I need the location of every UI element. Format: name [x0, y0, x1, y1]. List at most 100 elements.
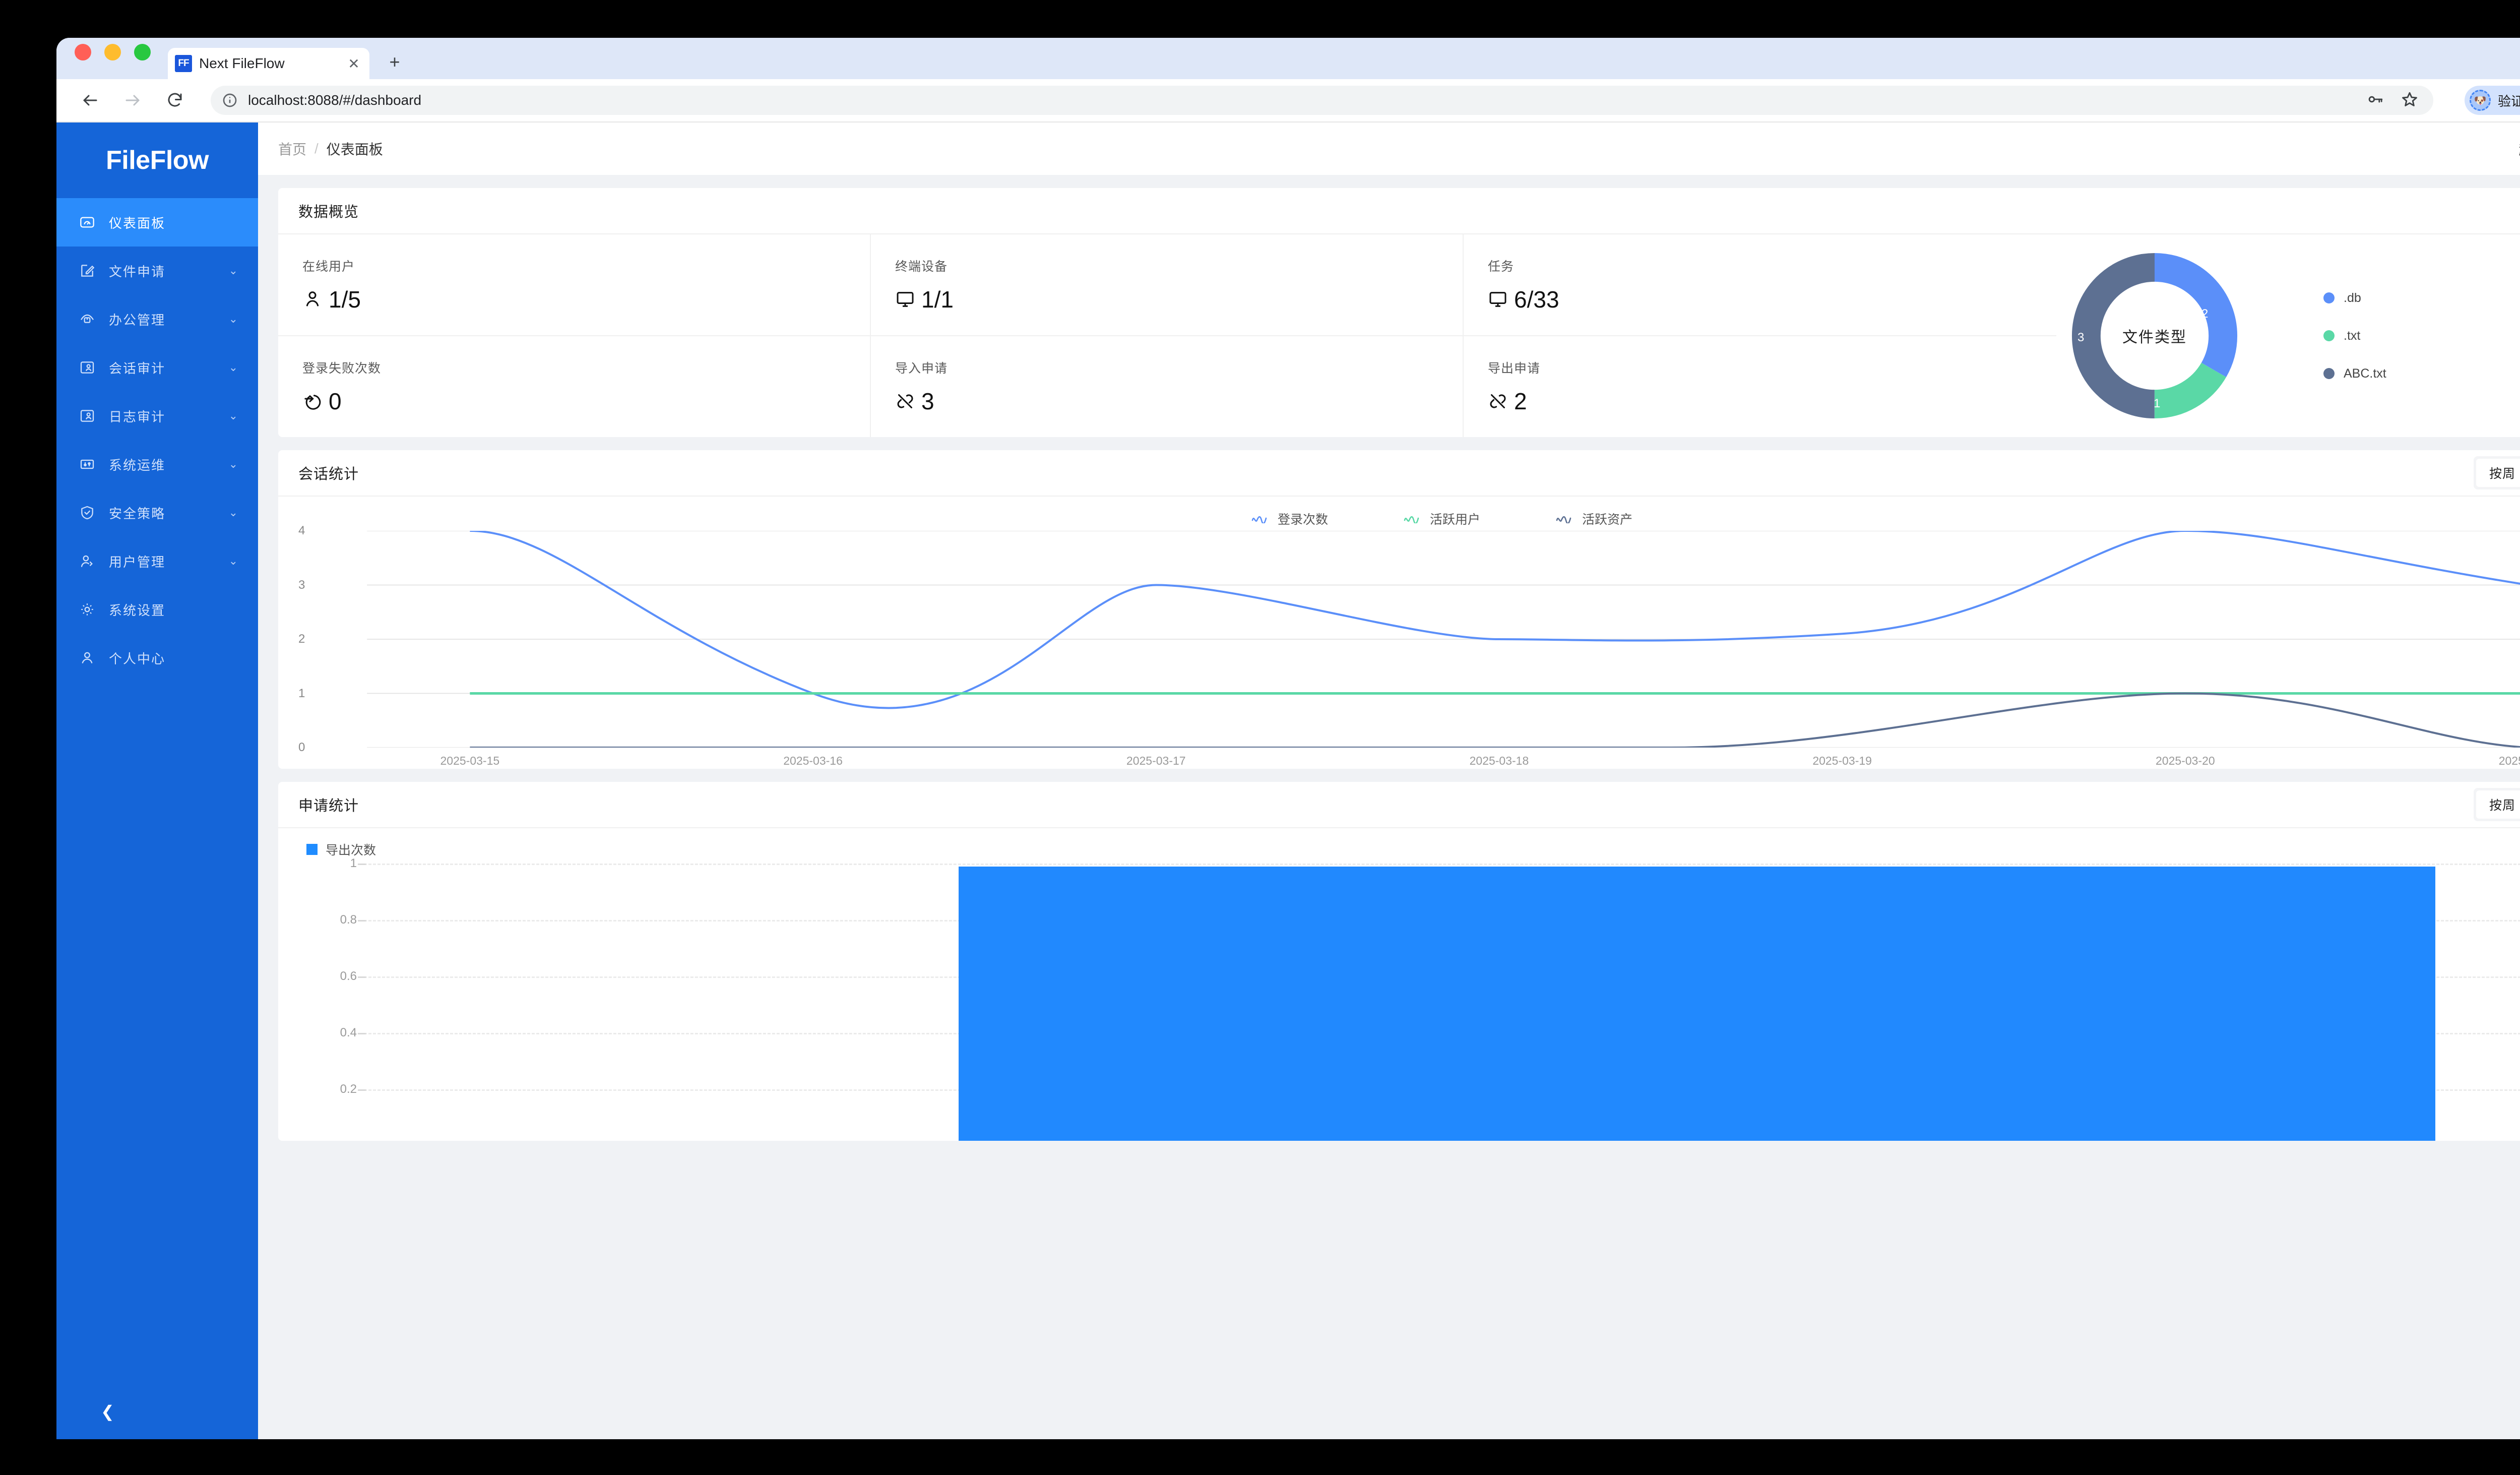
- stat-online-users: 在线用户 1/5: [278, 234, 871, 336]
- legend-item[interactable]: .db: [2323, 291, 2386, 305]
- legend-item-login-count[interactable]: 登录次数: [1251, 510, 1328, 528]
- overview-header: 数据概览: [278, 188, 2520, 234]
- sidebar-item-file-request[interactable]: 文件申请 ⌄: [56, 247, 258, 295]
- stat-value: 1/5: [329, 286, 361, 313]
- address-bar[interactable]: localhost:8088/#/dashboard: [211, 86, 2433, 115]
- chevron-down-icon: ⌄: [228, 264, 238, 277]
- breadcrumb-home[interactable]: 首页: [278, 142, 307, 157]
- tab-by-week[interactable]: 按周: [2476, 459, 2520, 487]
- donut-slice-label-db: 2: [2201, 307, 2209, 321]
- tab-strip: FF Next FileFlow ✕ + ⌄: [56, 38, 2520, 79]
- legend-swatch-abc: [2323, 368, 2335, 379]
- log-audit-icon: [79, 407, 96, 424]
- user-menu-label: 超级管理员: [2519, 139, 2520, 159]
- file-type-donut-chart: 文件类型 2 1 3 .db: [2056, 234, 2520, 437]
- stat-value: 1/1: [921, 286, 954, 313]
- back-arrow-icon[interactable]: [79, 89, 102, 112]
- stat-grid: 在线用户 1/5 终端设备 1/1: [278, 234, 2056, 437]
- close-icon[interactable]: ✕: [348, 55, 360, 72]
- sidebar-item-system-ops[interactable]: 系统运维 ⌄: [56, 440, 258, 488]
- legend-swatch-txt: [2323, 330, 2335, 341]
- profile-label: 验证身份: [2497, 93, 2520, 109]
- donut-slice-label-txt: 1: [2154, 397, 2161, 410]
- stat-value-wrap: 0: [302, 388, 870, 415]
- legend-item-active-assets[interactable]: 活跃资产: [1556, 510, 1632, 528]
- stat-value: 3: [921, 388, 934, 414]
- close-window-button[interactable]: [75, 43, 91, 60]
- sidebar-item-user-management[interactable]: 用户管理 ⌄: [56, 537, 258, 585]
- shield-check-icon: [79, 504, 96, 521]
- legend-label: ABC.txt: [2344, 366, 2386, 381]
- x-axis-tick: 2025-03-20: [2156, 754, 2215, 767]
- main-content: 首页 / 仪表面板 超级管理员 ⌄ 数据概览: [258, 122, 2520, 1439]
- dashboard-icon: [79, 214, 96, 231]
- legend-item[interactable]: .txt: [2323, 329, 2386, 343]
- stat-tasks: 任务 6/33: [1464, 234, 2056, 336]
- sidebar-item-profile-center[interactable]: 个人中心: [56, 634, 258, 682]
- donut: 文件类型 2 1 3: [2066, 248, 2243, 424]
- stat-label: 任务: [1488, 260, 1515, 274]
- sidebar-item-log-audit[interactable]: 日志审计 ⌄: [56, 392, 258, 440]
- file-edit-icon: [79, 262, 96, 279]
- tab-by-week[interactable]: 按周: [2476, 790, 2520, 819]
- minimize-window-button[interactable]: [104, 43, 121, 60]
- legend-swatch-export-count: [306, 844, 318, 855]
- stat-value-wrap: 1/1: [895, 286, 1463, 313]
- sidebar-item-label: 用户管理: [109, 554, 166, 570]
- user-menu[interactable]: 超级管理员 ⌄: [2519, 139, 2520, 159]
- stat-export-requests: 导出申请 2: [1464, 336, 2056, 437]
- breadcrumb: 首页 / 仪表面板: [278, 139, 383, 159]
- stat-label: 导入申请: [895, 361, 948, 376]
- info-circle-icon[interactable]: [222, 92, 238, 108]
- new-tab-button[interactable]: +: [389, 51, 400, 72]
- y-axis-tick: 0.2: [340, 1082, 357, 1096]
- reload-icon[interactable]: [163, 89, 186, 112]
- section-title: 会话统计: [298, 466, 359, 482]
- forward-arrow-icon[interactable]: [121, 89, 144, 112]
- overview-body: 在线用户 1/5 终端设备 1/1: [278, 234, 2520, 437]
- maximize-window-button[interactable]: [134, 43, 151, 60]
- sidebar-item-session-audit[interactable]: 会话审计 ⌄: [56, 343, 258, 392]
- line-chart-legend: 登录次数 活跃用户 活跃资产: [278, 497, 2520, 528]
- chevron-down-icon: ⌄: [228, 409, 238, 422]
- application-stats-header: 申请统计 按周 按月: [278, 782, 2520, 828]
- user-icon: [79, 649, 96, 666]
- legend-label: .txt: [2344, 328, 2361, 343]
- bar-export-count[interactable]: [959, 867, 2435, 1141]
- line-plot-area: 4 3 2 1 0: [298, 524, 2520, 767]
- browser-tab[interactable]: FF Next FileFlow ✕: [168, 48, 369, 79]
- y-axis-tick: 0: [298, 741, 305, 754]
- bar-chart-legend[interactable]: 导出次数: [278, 840, 2520, 858]
- y-axis-tick: 0.4: [340, 1026, 357, 1039]
- sidebar-item-office[interactable]: 办公管理 ⌄: [56, 295, 258, 343]
- y-tick-mark: [358, 976, 366, 978]
- session-stats-header: 会话统计 按周 按月: [278, 450, 2520, 497]
- star-icon[interactable]: [2401, 91, 2418, 110]
- stat-value-wrap: 1/5: [302, 286, 870, 313]
- wave-icon: [1556, 516, 1571, 523]
- profile-chip[interactable]: 🐶 验证身份: [2464, 86, 2520, 115]
- monitor-icon: [897, 292, 914, 307]
- ops-icon: [79, 456, 96, 473]
- stat-login-failures: 登录失败次数 0: [278, 336, 871, 437]
- tab-title: Next FileFlow: [199, 55, 285, 71]
- stat-label: 在线用户: [302, 260, 355, 274]
- y-axis-tick: 0.8: [340, 913, 357, 927]
- key-icon[interactable]: [2367, 91, 2384, 110]
- chevron-down-icon: ⌄: [228, 555, 238, 567]
- stat-import-requests: 导入申请 3: [871, 336, 1464, 437]
- avatar: 🐶: [2469, 90, 2491, 111]
- sidebar-collapse-button[interactable]: ❮: [101, 1402, 114, 1421]
- link-broken-icon: [897, 394, 913, 408]
- donut-svg: [2071, 253, 2238, 419]
- sidebar-item-label: 安全策略: [109, 506, 166, 521]
- sidebar-item-security-policy[interactable]: 安全策略 ⌄: [56, 488, 258, 537]
- brand-logo: FileFlow: [106, 146, 209, 175]
- legend-item-active-users[interactable]: 活跃用户: [1404, 510, 1480, 528]
- sidebar-item-dashboard[interactable]: 仪表面板: [56, 198, 258, 247]
- login-fail-icon: [304, 395, 321, 410]
- legend-label: .db: [2344, 290, 2361, 305]
- sidebar-item-system-settings[interactable]: 系统设置: [56, 585, 258, 634]
- legend-item[interactable]: ABC.txt: [2323, 366, 2386, 381]
- application-range-toggle: 按周 按月: [2473, 788, 2520, 821]
